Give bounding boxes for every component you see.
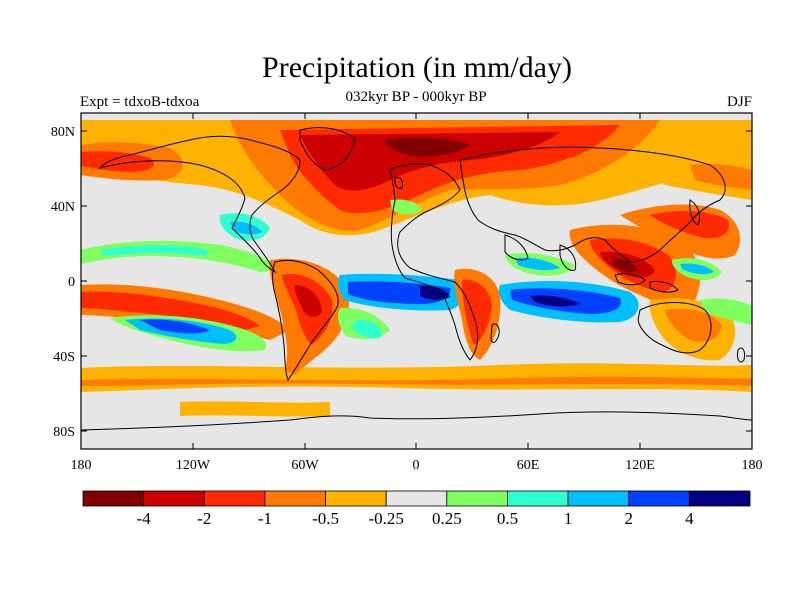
colorbar-label: 1 [564, 509, 573, 528]
colorbar-box [143, 490, 205, 507]
lat-tick-label: 0 [68, 275, 75, 290]
colorbar-label: -2 [197, 509, 211, 528]
colorbar-label: -0.5 [312, 509, 339, 528]
lon-tick-label: 180 [742, 458, 763, 473]
coastlines [81, 127, 752, 431]
precipitation-field [81, 120, 752, 449]
lat-tick-label: 40S [53, 350, 75, 365]
lon-tick-label: 180 [71, 458, 92, 473]
colorbar-label: -4 [137, 509, 152, 528]
colorbar-label: 0.25 [432, 509, 462, 528]
colorbar-box [628, 490, 690, 507]
lat-tick-label: 80N [51, 125, 75, 140]
colorbar-box [264, 490, 326, 507]
lon-tick-label: 60W [291, 458, 319, 473]
colorbar-box [688, 490, 751, 507]
axis-ticks: 80N 40N 0 40S 80S 180 120W 60W 0 60E 120E 180 [51, 113, 763, 473]
colorbar-box [325, 490, 387, 507]
lon-tick-label: 60E [517, 458, 540, 473]
colorbar-box [385, 490, 448, 507]
experiment-label: Expt = tdxoB-tdxoa [80, 94, 200, 110]
page-title: Precipitation (in mm/day) [262, 51, 572, 84]
colorbar-box [446, 490, 508, 507]
season-label: DJF [726, 94, 752, 110]
colorbar-box [82, 490, 145, 507]
page-subtitle: 032kyr BP - 000kyr BP [345, 89, 487, 105]
colorbar-box [507, 490, 569, 507]
lon-tick-label: 0 [413, 458, 420, 473]
colorbar-label: -0.25 [368, 509, 403, 528]
colorbar-label: -1 [258, 509, 272, 528]
colorbar-box [567, 490, 630, 507]
colorbar-label: 0.5 [497, 509, 518, 528]
lat-tick-label: 80S [53, 425, 75, 440]
colorbar-label: 4 [685, 509, 694, 528]
colorbar: -4 -2 -1 -0.5 -0.25 0.25 0.5 1 2 4 [82, 490, 751, 528]
colorbar-box [203, 490, 266, 507]
lon-tick-label: 120W [176, 458, 211, 473]
lat-tick-label: 40N [51, 200, 75, 215]
lon-tick-label: 120E [625, 458, 655, 473]
colorbar-label: 2 [624, 509, 633, 528]
